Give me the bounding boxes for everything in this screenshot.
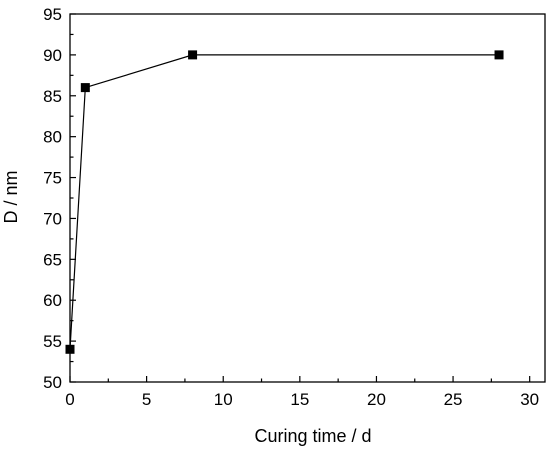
x-axis: 0 5 10 15 20 25 30	[65, 376, 539, 409]
x-tick-label: 10	[214, 390, 233, 409]
y-axis-label: D / nm	[1, 170, 21, 223]
x-axis-label: Curing time / d	[254, 426, 371, 446]
y-tick-label: 90	[43, 46, 62, 65]
y-axis: 50 55 60 65 70 75 80 85 90 95	[43, 5, 76, 392]
y-tick-label: 60	[43, 291, 62, 310]
data-point	[65, 344, 75, 354]
series-layer	[65, 50, 504, 354]
y-tick-label: 50	[43, 373, 62, 392]
y-tick-label: 85	[43, 87, 62, 106]
x-tick-label: 15	[290, 390, 309, 409]
y-tick-label: 95	[43, 5, 62, 24]
x-tick-label: 0	[65, 390, 74, 409]
x-tick-label: 30	[520, 390, 539, 409]
x-tick-label: 5	[142, 390, 151, 409]
data-point	[188, 50, 198, 60]
y-tick-label: 80	[43, 128, 62, 147]
plot-border	[69, 13, 546, 383]
x-tick-label: 25	[444, 390, 463, 409]
y-tick-label: 70	[43, 209, 62, 228]
y-tick-label: 75	[43, 169, 62, 188]
series-line	[69, 54, 500, 350]
data-point	[494, 50, 504, 60]
x-tick-label: 20	[367, 390, 386, 409]
data-point	[80, 83, 90, 93]
y-tick-label: 65	[43, 250, 62, 269]
y-tick-label: 55	[43, 332, 62, 351]
plot-frame	[69, 13, 546, 383]
